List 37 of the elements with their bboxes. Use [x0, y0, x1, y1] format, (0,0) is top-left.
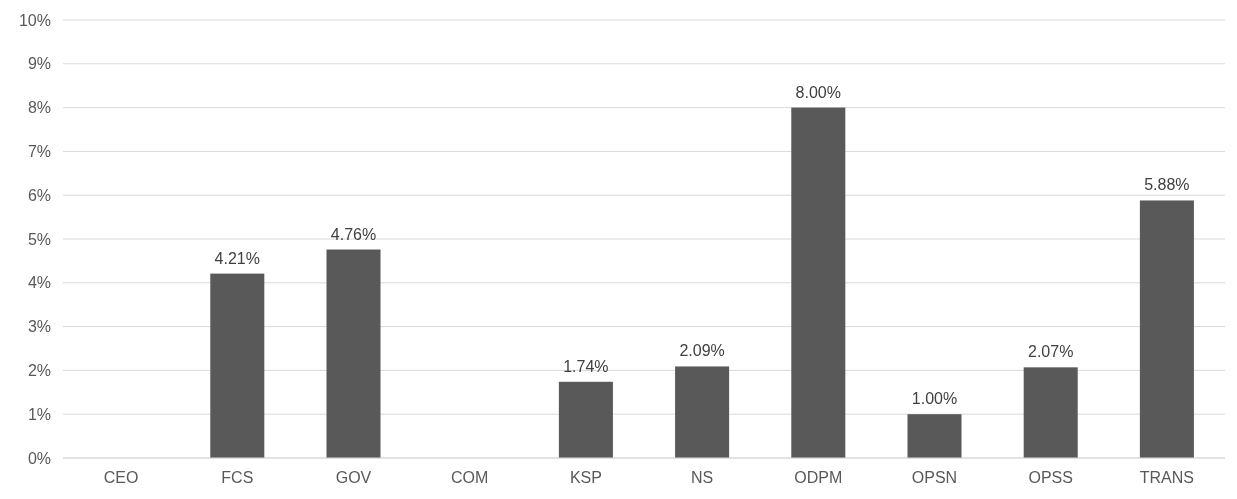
y-tick-label: 3% — [27, 318, 51, 336]
y-tick-label: 5% — [27, 230, 51, 248]
data-label: 4.21% — [214, 249, 260, 267]
x-tick-label: OPSN — [911, 469, 958, 486]
y-tick-label: 2% — [27, 362, 51, 379]
x-tick-label: ODPM — [794, 469, 843, 486]
bar — [326, 249, 381, 458]
x-tick-label: TRANS — [1139, 469, 1195, 486]
data-label: 1.74% — [563, 357, 609, 375]
x-tick-label: FCS — [221, 469, 254, 486]
x-tick-label: NS — [690, 469, 714, 486]
bar — [1023, 367, 1078, 458]
bar — [675, 366, 730, 458]
bar — [558, 381, 613, 458]
y-tick-label: 1% — [27, 405, 51, 423]
y-tick-label: 9% — [27, 55, 51, 73]
data-label: 8.00% — [795, 83, 841, 101]
x-tick-label: GOV — [335, 469, 372, 486]
data-label: 2.09% — [679, 342, 725, 360]
y-tick-label: 0% — [27, 449, 51, 467]
x-tick-label: COM — [451, 469, 489, 486]
x-tick-label: CEO — [103, 469, 139, 486]
bar — [210, 273, 265, 458]
bar — [791, 107, 846, 458]
y-tick-label: 8% — [27, 99, 51, 117]
y-tick-label: 6% — [27, 186, 51, 204]
x-tick-label: OPSS — [1028, 469, 1073, 486]
data-label: 4.76% — [330, 225, 377, 243]
y-tick-label: 7% — [27, 143, 51, 160]
bar — [1139, 200, 1194, 458]
bar — [907, 414, 962, 458]
y-tick-label: 4% — [27, 274, 51, 292]
data-label: 5.88% — [1144, 176, 1190, 194]
x-tick-label: KSP — [569, 469, 602, 486]
data-label: 1.00% — [911, 390, 958, 408]
y-tick-label: 10% — [18, 11, 51, 29]
data-label: 2.07% — [1028, 343, 1074, 361]
